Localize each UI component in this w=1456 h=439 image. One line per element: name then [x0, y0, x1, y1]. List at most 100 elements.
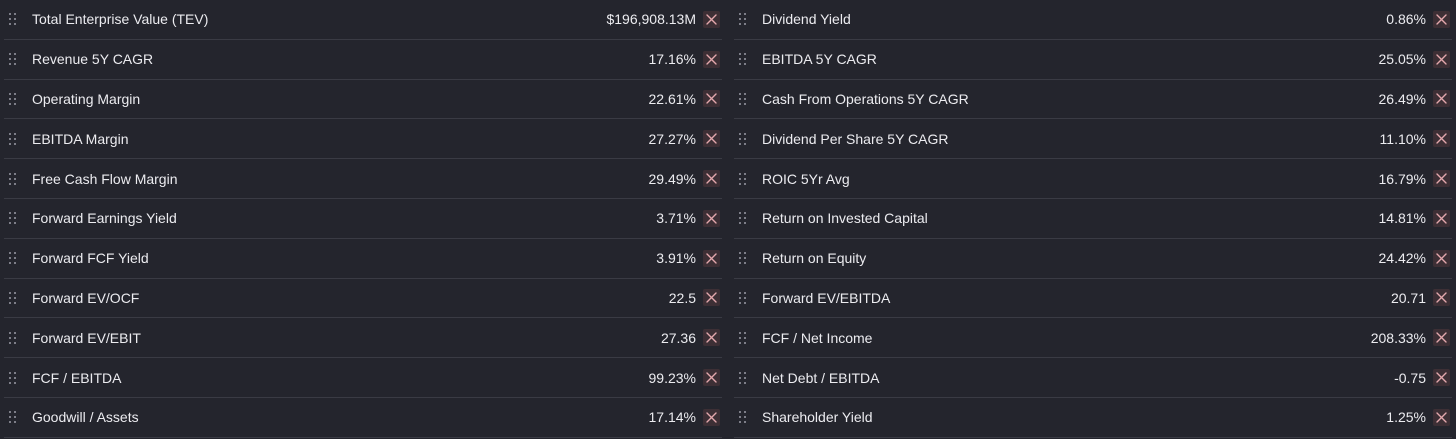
remove-metric-button[interactable] — [1433, 50, 1450, 68]
remove-metric-button[interactable] — [703, 50, 720, 68]
close-icon — [706, 332, 717, 343]
metric-row-left-0: Total Enterprise Value (TEV) $196,908.13… — [4, 0, 722, 40]
metric-label: Forward EV/OCF — [32, 289, 140, 306]
metric-value: 16.79% — [1378, 170, 1426, 187]
metric-value: 29.49% — [648, 170, 696, 187]
metric-label: Operating Margin — [32, 90, 141, 107]
drag-handle-icon[interactable] — [739, 172, 749, 186]
metric-value: -0.75 — [1394, 369, 1426, 386]
close-icon — [1436, 252, 1447, 264]
drag-handle-icon[interactable] — [9, 172, 19, 186]
metric-value: 22.61% — [648, 90, 696, 107]
metric-label: Shareholder Yield — [762, 409, 873, 426]
drag-handle-icon[interactable] — [9, 410, 19, 424]
metric-row-left-6: Forward FCF Yield 3.91% — [4, 239, 722, 279]
metric-label: Forward EV/EBITDA — [762, 289, 891, 306]
metric-row-left-8: Forward EV/EBIT 27.36 — [4, 318, 722, 359]
metric-value: 0.86% — [1386, 11, 1426, 28]
metric-value: 3.71% — [656, 210, 696, 227]
drag-handle-icon[interactable] — [739, 291, 749, 305]
metric-value: $196,908.13M — [606, 11, 696, 28]
drag-handle-icon[interactable] — [739, 410, 749, 424]
metric-label: Cash From Operations 5Y CAGR — [762, 90, 969, 107]
drag-handle-icon[interactable] — [739, 132, 749, 146]
drag-handle-icon[interactable] — [9, 12, 19, 26]
drag-handle-icon[interactable] — [739, 211, 749, 225]
drag-handle-icon[interactable] — [739, 371, 749, 385]
metric-value: 24.42% — [1378, 250, 1426, 267]
close-icon — [706, 372, 717, 383]
remove-metric-button[interactable] — [1433, 289, 1450, 307]
metric-label: Net Debt / EBITDA — [762, 369, 880, 386]
drag-handle-icon[interactable] — [9, 92, 19, 106]
metric-label: Dividend Per Share 5Y CAGR — [762, 130, 949, 147]
metric-row-right-1: EBITDA 5Y CAGR 25.05% — [734, 40, 1452, 80]
drag-handle-icon[interactable] — [739, 331, 749, 345]
metric-value: 26.49% — [1378, 90, 1426, 107]
drag-handle-icon[interactable] — [9, 132, 19, 146]
metric-row-right-2: Cash From Operations 5Y CAGR 26.49% — [734, 80, 1452, 120]
remove-metric-button[interactable] — [703, 10, 720, 28]
close-icon — [1436, 53, 1447, 65]
drag-handle-icon[interactable] — [9, 331, 19, 345]
metric-label: Dividend Yield — [762, 11, 851, 28]
metric-row-right-4: ROIC 5Yr Avg 16.79% — [734, 159, 1452, 199]
drag-handle-icon[interactable] — [9, 251, 19, 265]
drag-handle-icon[interactable] — [739, 251, 749, 265]
metric-value: 99.23% — [648, 369, 696, 386]
metric-value: 17.16% — [648, 51, 696, 68]
remove-metric-button[interactable] — [703, 130, 720, 148]
remove-metric-button[interactable] — [1433, 329, 1450, 347]
metric-row-right-7: Forward EV/EBITDA 20.71 — [734, 279, 1452, 319]
drag-handle-icon[interactable] — [739, 12, 749, 26]
remove-metric-button[interactable] — [1433, 10, 1450, 28]
drag-handle-icon[interactable] — [9, 52, 19, 66]
close-icon — [706, 252, 717, 264]
remove-metric-button[interactable] — [1433, 130, 1450, 148]
remove-metric-button[interactable] — [1433, 408, 1450, 426]
close-icon — [1436, 93, 1447, 105]
remove-metric-button[interactable] — [703, 369, 720, 387]
remove-metric-button[interactable] — [703, 249, 720, 267]
metric-value: 208.33% — [1370, 329, 1426, 346]
remove-metric-button[interactable] — [1433, 249, 1450, 267]
metrics-column-left: Total Enterprise Value (TEV) $196,908.13… — [4, 0, 722, 439]
metric-row-left-9: FCF / EBITDA 99.23% — [4, 358, 722, 398]
metric-label: EBITDA 5Y CAGR — [762, 51, 877, 68]
metric-value: 1.25% — [1386, 409, 1426, 426]
remove-metric-button[interactable] — [1433, 90, 1450, 108]
remove-metric-button[interactable] — [703, 329, 720, 347]
drag-handle-icon[interactable] — [9, 211, 19, 225]
metric-row-left-2: Operating Margin 22.61% — [4, 80, 722, 120]
remove-metric-button[interactable] — [1433, 369, 1450, 387]
remove-metric-button[interactable] — [703, 90, 720, 108]
metric-label: Free Cash Flow Margin — [32, 170, 178, 187]
drag-handle-icon[interactable] — [739, 52, 749, 66]
metric-row-right-10: Shareholder Yield 1.25% — [734, 398, 1452, 438]
remove-metric-button[interactable] — [703, 170, 720, 188]
metric-row-right-3: Dividend Per Share 5Y CAGR 11.10% — [734, 119, 1452, 160]
drag-handle-icon[interactable] — [9, 291, 19, 305]
close-icon — [1436, 133, 1447, 144]
metric-label: Total Enterprise Value (TEV) — [32, 11, 209, 28]
metric-row-left-10: Goodwill / Assets 17.14% — [4, 398, 722, 438]
remove-metric-button[interactable] — [1433, 170, 1450, 188]
metric-value: 17.14% — [648, 409, 696, 426]
close-icon — [1436, 372, 1447, 383]
close-icon — [1436, 14, 1447, 25]
close-icon — [1436, 173, 1447, 184]
metric-label: Forward EV/EBIT — [32, 329, 141, 346]
remove-metric-button[interactable] — [1433, 209, 1450, 227]
metric-label: Revenue 5Y CAGR — [32, 51, 154, 68]
metric-label: FCF / Net Income — [762, 329, 873, 346]
metric-row-left-3: EBITDA Margin 27.27% — [4, 119, 722, 160]
remove-metric-button[interactable] — [703, 289, 720, 307]
drag-handle-icon[interactable] — [9, 371, 19, 385]
drag-handle-icon[interactable] — [739, 92, 749, 106]
close-icon — [706, 173, 717, 184]
metric-row-right-9: Net Debt / EBITDA -0.75 — [734, 358, 1452, 398]
metric-label: Forward FCF Yield — [32, 250, 149, 267]
remove-metric-button[interactable] — [703, 408, 720, 426]
remove-metric-button[interactable] — [703, 209, 720, 227]
metric-row-right-0: Dividend Yield 0.86% — [734, 0, 1452, 40]
